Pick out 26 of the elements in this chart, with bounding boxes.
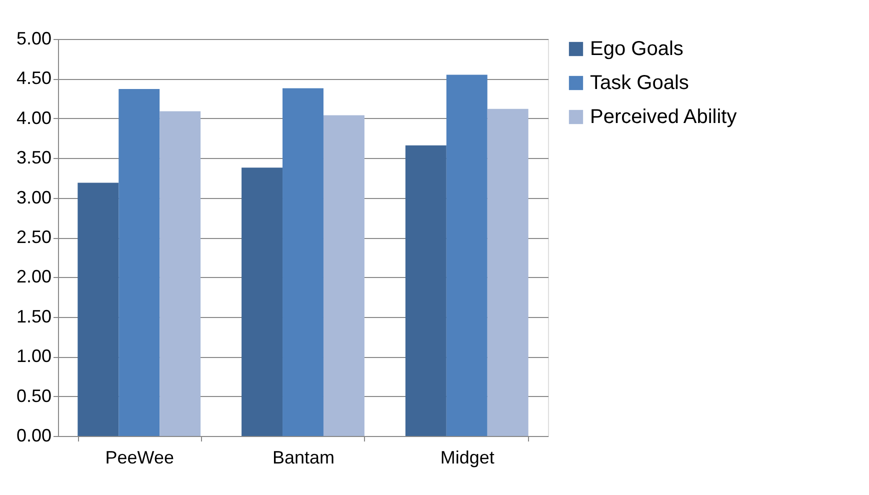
- bar: [118, 89, 160, 436]
- y-tick-label: 4.50: [16, 68, 52, 88]
- bar: [242, 168, 283, 436]
- bar: [282, 88, 324, 436]
- y-tick-label: 1.50: [16, 306, 52, 326]
- x-tick-label: PeeWee: [105, 448, 174, 468]
- y-tick-label: 0.00: [16, 426, 52, 446]
- bar: [323, 115, 364, 436]
- y-tick-label: 3.00: [16, 187, 52, 208]
- x-tick-label: Bantam: [272, 448, 335, 468]
- y-tick-label: 5.00: [16, 28, 52, 48]
- bar: [78, 182, 119, 436]
- legend-label: Task Goals: [590, 72, 689, 94]
- x-tick-label: Midget: [440, 448, 494, 468]
- bar: [487, 108, 528, 436]
- legend-label: Perceived Ability: [590, 106, 737, 128]
- bar: [160, 111, 201, 436]
- bar: [446, 74, 488, 436]
- y-tick-label: 2.50: [16, 227, 52, 247]
- bar: [405, 145, 446, 436]
- y-tick-label: 4.00: [16, 108, 52, 128]
- y-tick-label: 3.50: [16, 148, 52, 168]
- y-tick-label: 2.00: [16, 266, 52, 287]
- y-tick-label: 1.00: [16, 346, 52, 366]
- legend-label: Ego Goals: [590, 38, 684, 60]
- y-tick-label: 0.50: [16, 386, 52, 406]
